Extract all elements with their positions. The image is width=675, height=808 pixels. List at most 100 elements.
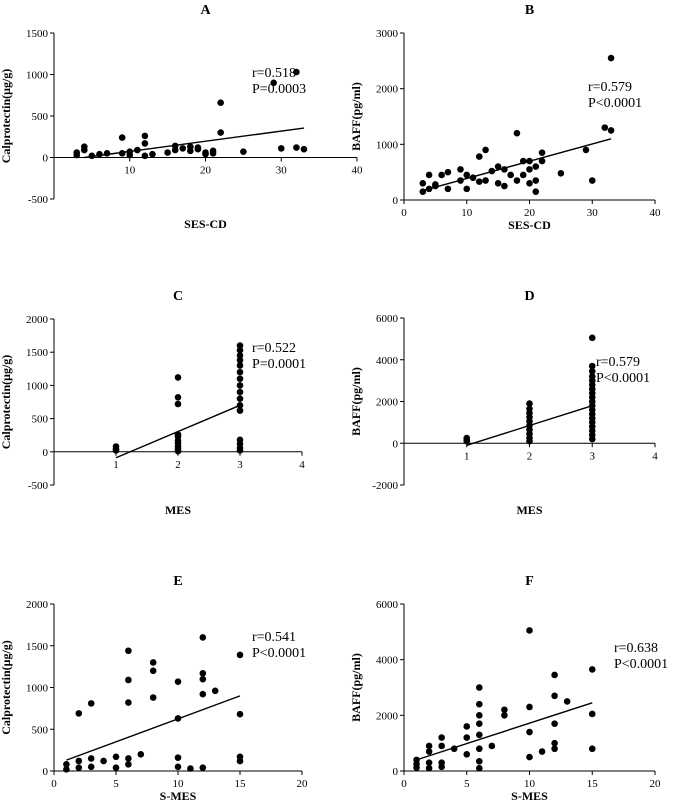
data-point xyxy=(501,706,508,714)
data-point xyxy=(293,68,300,76)
data-point xyxy=(413,764,420,771)
data-point xyxy=(588,177,596,184)
data-point xyxy=(171,146,179,154)
stat-annotation: r=0.638 xyxy=(614,641,658,656)
data-point xyxy=(300,145,308,153)
regression-line xyxy=(84,127,305,159)
x-tick-label: 20 xyxy=(524,207,536,219)
y-tick-label: 1000 xyxy=(26,70,49,82)
data-point xyxy=(179,145,187,152)
data-point xyxy=(103,150,111,157)
data-point xyxy=(209,150,217,157)
data-point xyxy=(588,435,596,443)
data-point xyxy=(149,659,157,666)
data-point xyxy=(476,700,483,708)
x-axis-title: S-MES xyxy=(511,789,548,803)
data-point xyxy=(588,666,596,673)
x-axis-title: SES-CD xyxy=(184,217,227,231)
data-point xyxy=(538,149,546,156)
data-point xyxy=(494,180,502,187)
x-tick-label: 40 xyxy=(650,207,662,219)
data-point xyxy=(501,182,508,190)
data-point xyxy=(488,167,496,175)
data-point xyxy=(211,687,219,695)
data-point xyxy=(236,710,244,718)
data-point xyxy=(476,178,483,185)
data-point xyxy=(236,375,244,383)
data-point xyxy=(112,764,120,771)
y-tick-label: 2000 xyxy=(376,710,399,722)
data-point xyxy=(588,745,596,753)
data-point xyxy=(476,684,483,691)
x-tick-label: 15 xyxy=(235,778,247,790)
x-tick-label: 40 xyxy=(352,165,364,177)
data-point xyxy=(149,694,157,701)
data-point xyxy=(513,177,521,184)
data-point xyxy=(463,437,471,445)
x-tick-label: 4 xyxy=(652,450,658,462)
data-point xyxy=(174,678,182,685)
data-point xyxy=(81,143,88,151)
x-tick-label: 10 xyxy=(124,165,136,177)
data-point xyxy=(75,757,83,765)
x-tick-label: 3 xyxy=(590,450,596,462)
data-point xyxy=(187,765,194,772)
data-point xyxy=(482,177,489,184)
x-tick-label: 0 xyxy=(401,778,407,790)
x-tick-label: 20 xyxy=(200,165,212,177)
x-axis-title: MES xyxy=(165,503,191,517)
data-point xyxy=(482,146,489,154)
data-point xyxy=(63,761,70,768)
data-point xyxy=(494,163,502,170)
data-point xyxy=(87,755,95,762)
data-point xyxy=(438,171,445,179)
data-point xyxy=(450,745,458,753)
data-point xyxy=(588,362,596,370)
y-tick-label: 500 xyxy=(32,111,49,123)
data-point xyxy=(199,670,207,677)
data-point xyxy=(607,127,615,134)
panel-c: C -500 0 500 1000 1500 2000 1 2 3 4 MES Calprotectin… xyxy=(0,289,306,517)
data-point xyxy=(476,731,483,739)
panel-title: B xyxy=(525,3,534,18)
data-point xyxy=(507,171,514,179)
y-tick-label: 500 xyxy=(32,724,49,736)
y-tick-label: -500 xyxy=(28,194,49,206)
data-point xyxy=(526,728,533,736)
data-point xyxy=(236,402,244,409)
data-point xyxy=(526,400,533,407)
stat-annotation: P<0.0001 xyxy=(614,657,668,672)
data-point xyxy=(526,753,533,761)
data-point xyxy=(75,764,83,771)
data-point xyxy=(174,394,182,401)
data-point xyxy=(118,134,126,141)
data-point xyxy=(457,177,464,184)
x-tick-label: 4 xyxy=(299,459,305,471)
y-tick-label: 500 xyxy=(32,414,49,426)
data-point xyxy=(236,346,244,354)
y-tick-label: -2000 xyxy=(372,480,398,492)
data-point xyxy=(202,150,209,158)
data-point xyxy=(174,400,182,408)
data-point xyxy=(588,710,596,718)
data-point xyxy=(526,157,533,165)
panel-title: F xyxy=(525,574,534,589)
x-axis-title: S-MES xyxy=(160,789,197,803)
y-tick-label: 1000 xyxy=(376,139,399,151)
y-tick-label: 0 xyxy=(43,153,49,165)
data-point xyxy=(563,698,571,705)
data-point xyxy=(425,742,433,750)
data-point xyxy=(419,188,427,195)
data-point xyxy=(438,763,445,771)
x-tick-label: 10 xyxy=(173,778,185,790)
data-point xyxy=(526,437,533,445)
x-tick-label: 5 xyxy=(464,778,470,790)
y-tick-label: 3000 xyxy=(376,28,399,40)
x-tick-label: 0 xyxy=(401,207,407,219)
data-point xyxy=(425,171,433,179)
data-point xyxy=(174,763,182,771)
data-point xyxy=(217,99,224,107)
data-point xyxy=(551,671,558,679)
data-point xyxy=(236,651,244,659)
